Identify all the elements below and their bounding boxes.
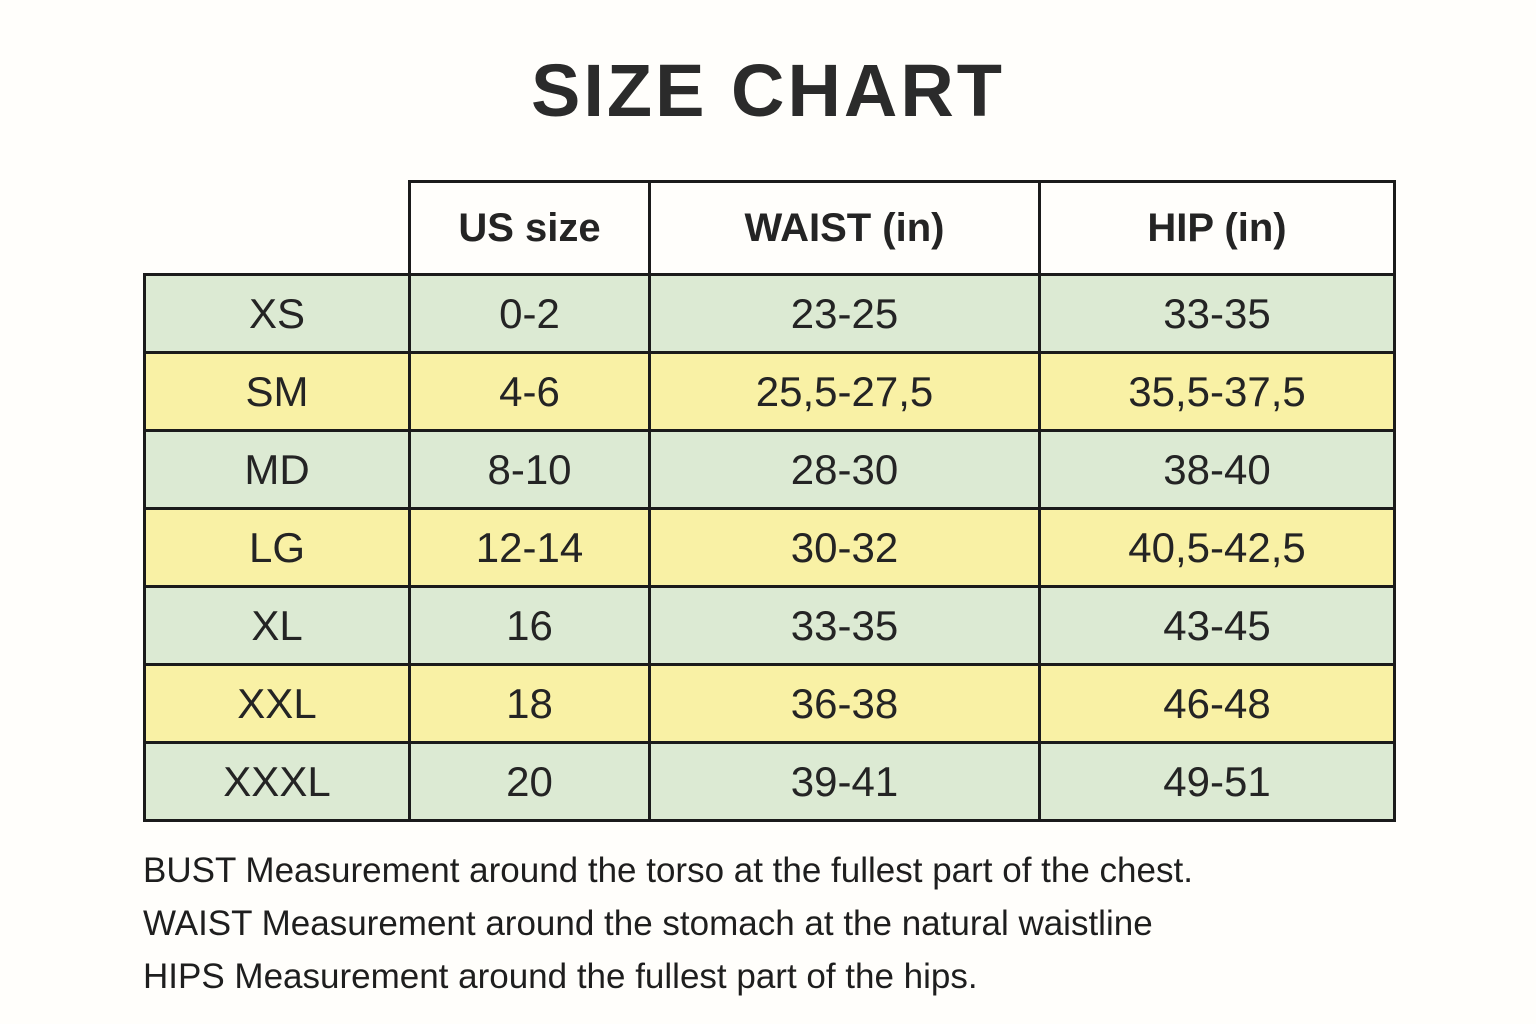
- size-label-cell: LG: [143, 507, 411, 588]
- us-size-cell: 4-6: [408, 351, 651, 432]
- waist-cell: 39-41: [648, 741, 1041, 822]
- hip-cell: 43-45: [1038, 585, 1396, 666]
- hip-cell: 38-40: [1038, 429, 1396, 510]
- hip-cell: 40,5-42,5: [1038, 507, 1396, 588]
- us-size-cell: 18: [408, 663, 651, 744]
- hip-cell: 49-51: [1038, 741, 1396, 822]
- table-row-sm: SM 4-6 25,5-27,5 35,5-37,5: [143, 351, 1396, 432]
- us-size-cell: 20: [408, 741, 651, 822]
- waist-cell: 25,5-27,5: [648, 351, 1041, 432]
- table-row-xxl: XXL 18 36-38 46-48: [143, 663, 1396, 744]
- size-label-cell: SM: [143, 351, 411, 432]
- corner-cell-empty: [145, 182, 410, 275]
- note-bust: BUST Measurement around the torso at the…: [143, 851, 1193, 890]
- waist-cell: 23-25: [648, 273, 1041, 354]
- header-row: US size WAIST (in) HIP (in): [145, 180, 1396, 276]
- waist-cell: 28-30: [648, 429, 1041, 510]
- us-size-cell: 0-2: [408, 273, 651, 354]
- us-size-cell: 12-14: [408, 507, 651, 588]
- page-title: SIZE CHART: [531, 49, 1005, 132]
- table-row-md: MD 8-10 28-30 38-40: [143, 429, 1396, 510]
- measurement-notes: BUST Measurement around the torso at the…: [143, 844, 1423, 1003]
- hip-cell: 33-35: [1038, 273, 1396, 354]
- size-table: US size WAIST (in) HIP (in) XS 0-2 23-25…: [143, 180, 1396, 822]
- table-row-xs: XS 0-2 23-25 33-35: [143, 273, 1396, 354]
- us-size-cell: 8-10: [408, 429, 651, 510]
- waist-cell: 36-38: [648, 663, 1041, 744]
- note-waist: WAIST Measurement around the stomach at …: [143, 904, 1153, 943]
- hip-cell: 35,5-37,5: [1038, 351, 1396, 432]
- table-row-xxxl: XXXL 20 39-41 49-51: [143, 741, 1396, 822]
- table-header: US size WAIST (in) HIP (in): [145, 180, 1396, 276]
- size-label-cell: MD: [143, 429, 411, 510]
- us-size-cell: 16: [408, 585, 651, 666]
- size-label-cell: XXL: [143, 663, 411, 744]
- col-header-us-size: US size: [408, 180, 651, 276]
- note-hips: HIPS Measurement around the fullest part…: [143, 957, 978, 996]
- waist-cell: 33-35: [648, 585, 1041, 666]
- hip-cell: 46-48: [1038, 663, 1396, 744]
- size-label-cell: XXXL: [143, 741, 411, 822]
- size-label-cell: XL: [143, 585, 411, 666]
- size-label-cell: XS: [143, 273, 411, 354]
- col-header-hip: HIP (in): [1038, 180, 1396, 276]
- col-header-waist: WAIST (in): [648, 180, 1041, 276]
- waist-cell: 30-32: [648, 507, 1041, 588]
- table-row-xl: XL 16 33-35 43-45: [143, 585, 1396, 666]
- table-row-lg: LG 12-14 30-32 40,5-42,5: [143, 507, 1396, 588]
